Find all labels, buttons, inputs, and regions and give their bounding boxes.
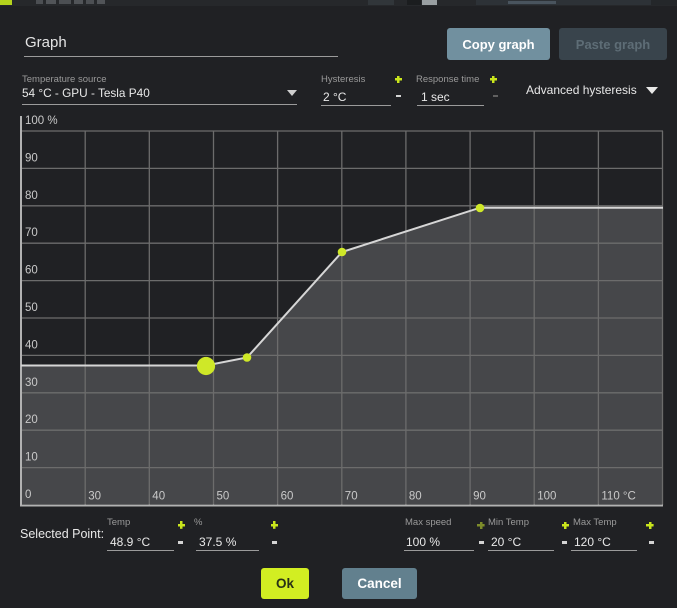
- svg-text:50: 50: [25, 302, 38, 314]
- svg-text:20: 20: [25, 414, 38, 426]
- svg-text:80: 80: [25, 190, 38, 202]
- svg-text:100: 100: [537, 491, 556, 503]
- svg-text:30: 30: [88, 491, 101, 503]
- svg-text:50: 50: [217, 491, 230, 503]
- svg-text:100 %: 100 %: [25, 115, 58, 127]
- svg-text:40: 40: [25, 339, 38, 351]
- svg-text:60: 60: [25, 265, 38, 277]
- svg-text:90: 90: [25, 152, 38, 164]
- svg-text:10: 10: [25, 452, 38, 464]
- svg-text:40: 40: [152, 491, 165, 503]
- svg-text:70: 70: [25, 227, 38, 239]
- svg-text:80: 80: [409, 491, 422, 503]
- svg-text:60: 60: [281, 491, 294, 503]
- svg-text:70: 70: [345, 491, 358, 503]
- svg-text:90: 90: [473, 491, 486, 503]
- svg-text:110 °C: 110 °C: [601, 491, 635, 503]
- svg-text:30: 30: [25, 377, 38, 389]
- svg-text:0: 0: [25, 489, 31, 501]
